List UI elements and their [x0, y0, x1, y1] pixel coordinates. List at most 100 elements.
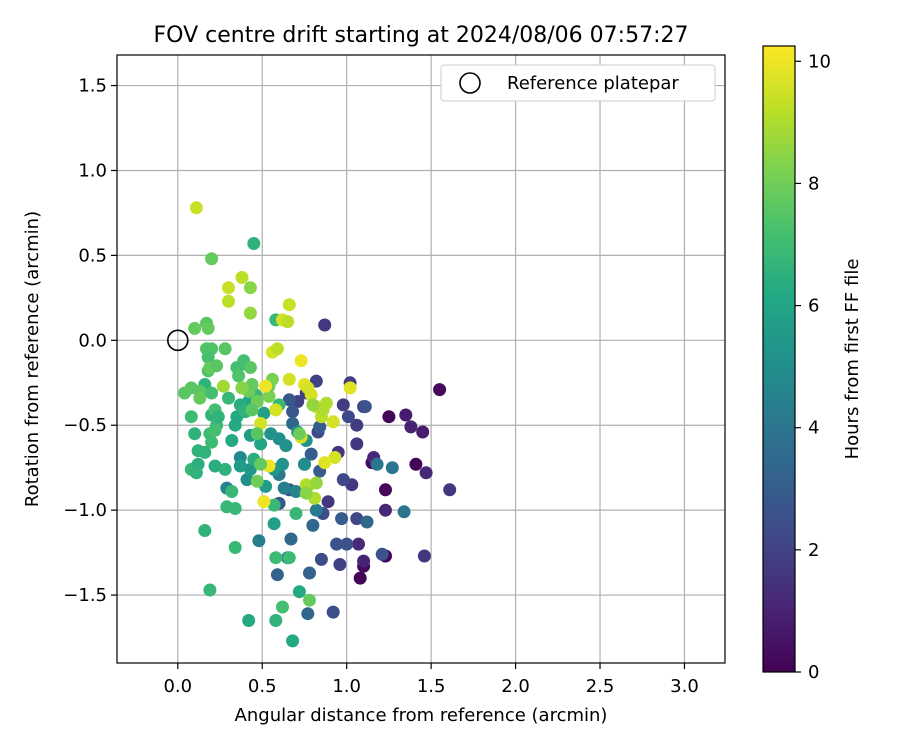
scatter-point	[184, 410, 198, 424]
scatter-point	[397, 505, 411, 519]
scatter-point	[336, 473, 350, 487]
y-tick-label: 1.0	[78, 160, 107, 181]
scatter-point	[298, 457, 311, 471]
scatter-point	[205, 386, 219, 400]
scatter-point	[326, 415, 340, 429]
scatter-point	[282, 393, 296, 407]
scatter-point	[270, 342, 284, 356]
colorbar	[762, 45, 796, 673]
scatter-point	[340, 537, 354, 551]
scatter-point	[281, 315, 295, 329]
scatter-point	[318, 318, 332, 332]
scatter-point	[218, 342, 232, 356]
scatter-point	[188, 427, 202, 441]
scatter-point	[270, 568, 284, 582]
scatter-point	[416, 425, 430, 439]
scatter-point	[203, 583, 217, 597]
scatter-point	[304, 388, 318, 402]
legend-label: Reference platepar	[507, 73, 679, 94]
scatter-point	[404, 420, 418, 434]
scatter-point	[222, 294, 235, 308]
scatter-point	[193, 391, 207, 405]
scatter-point	[235, 271, 249, 284]
scatter-point	[269, 403, 283, 417]
scatter-point	[208, 423, 222, 437]
x-tick-label: 2.0	[501, 676, 530, 697]
scatter-point	[357, 554, 371, 568]
scatter-point	[198, 445, 212, 459]
scatter-point	[282, 372, 296, 386]
scatter-point	[321, 495, 335, 509]
scatter-point	[178, 386, 192, 400]
colorbar-label: Hours from first FF file	[842, 259, 863, 460]
scatter-point	[257, 406, 271, 420]
legend: Reference platepar	[440, 64, 716, 102]
scatter-point	[350, 512, 364, 526]
scatter-point	[433, 383, 447, 397]
scatter-point	[352, 537, 365, 551]
scatter-point	[252, 534, 266, 548]
plot-frame	[116, 54, 726, 664]
y-tick-label: −1.5	[63, 585, 107, 606]
scatter-point	[417, 549, 431, 563]
colorbar-tick-label: 6	[808, 296, 819, 317]
scatter-point	[330, 537, 344, 551]
scatter-point	[222, 281, 235, 295]
scatter-point	[205, 435, 219, 449]
scatter-point	[335, 512, 349, 526]
scatter-point	[225, 434, 239, 447]
scatter-points	[178, 201, 457, 648]
scatter-point	[269, 614, 283, 627]
scatter-point	[243, 306, 257, 320]
scatter-point	[222, 391, 235, 405]
scatter-point	[254, 437, 268, 451]
scatter-point	[277, 481, 291, 495]
scatter-point	[385, 461, 399, 475]
scatter-point	[211, 410, 225, 424]
scatter-point	[205, 252, 219, 266]
scatter-point	[232, 369, 246, 383]
scatter-point	[210, 359, 224, 373]
scatter-point	[303, 593, 316, 607]
scatter-point	[316, 403, 330, 417]
scatter-point	[309, 476, 323, 490]
scatter-point	[292, 427, 306, 441]
scatter-point	[379, 483, 392, 497]
scatter-point	[262, 389, 276, 403]
scatter-point	[286, 405, 300, 419]
scatter-point	[240, 473, 254, 487]
y-tick-label: 0.5	[78, 245, 107, 266]
x-tick-label: 0.5	[248, 676, 277, 697]
scatter-point	[294, 354, 308, 368]
scatter-point	[220, 500, 234, 514]
scatter-point	[306, 518, 320, 532]
scatter-point	[419, 466, 433, 480]
chart-title: FOV centre drift starting at 2024/08/06 …	[154, 23, 689, 48]
scatter-point	[201, 321, 215, 335]
scatter-point	[336, 398, 350, 412]
scatter-point	[259, 379, 273, 393]
colorbar-tick-label: 2	[808, 540, 819, 561]
scatter-point	[235, 381, 249, 395]
scatter-point	[267, 517, 281, 531]
scatter-point	[304, 447, 318, 461]
scatter-point	[243, 361, 257, 374]
scatter-point	[247, 237, 261, 250]
scatter-point	[276, 600, 289, 614]
colorbar-tick-label: 4	[808, 418, 819, 439]
scatter-point	[350, 437, 364, 451]
scatter-point	[358, 400, 372, 414]
legend-marker-icon	[459, 72, 481, 94]
scatter-point	[264, 427, 278, 441]
scatter-point	[328, 451, 342, 464]
reference-platepar-marker	[167, 329, 189, 352]
scatter-point	[218, 462, 232, 476]
scatter-point	[198, 524, 212, 537]
y-tick-label: −0.5	[63, 415, 107, 436]
y-tick-label: −1.0	[63, 500, 107, 521]
x-tick-label: 3.0	[670, 676, 699, 697]
scatter-point	[208, 459, 222, 473]
scatter-point	[313, 420, 327, 434]
